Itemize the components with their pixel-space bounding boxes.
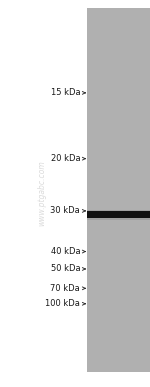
- Text: 40 kDa: 40 kDa: [51, 247, 80, 256]
- Bar: [87, 211, 150, 218]
- Bar: [87, 210, 150, 220]
- Text: www.ptgabc.com: www.ptgabc.com: [38, 161, 46, 226]
- Bar: [87, 212, 150, 217]
- Text: 20 kDa: 20 kDa: [51, 154, 80, 163]
- Text: 30 kDa: 30 kDa: [51, 206, 80, 216]
- Text: 100 kDa: 100 kDa: [45, 299, 80, 308]
- Text: 15 kDa: 15 kDa: [51, 88, 80, 98]
- FancyBboxPatch shape: [87, 8, 150, 372]
- Text: 50 kDa: 50 kDa: [51, 264, 80, 274]
- Text: 70 kDa: 70 kDa: [51, 284, 80, 293]
